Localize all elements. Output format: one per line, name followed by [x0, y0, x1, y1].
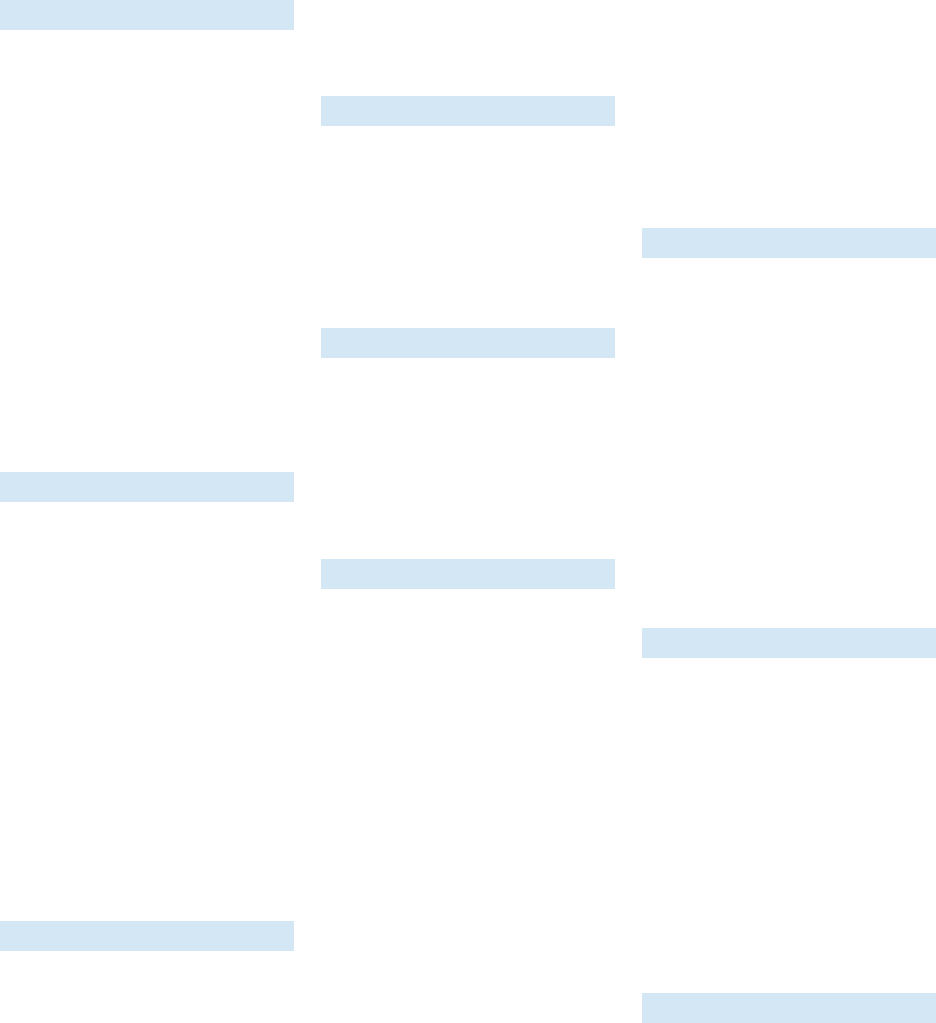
placeholder-bar	[642, 628, 936, 658]
column-3	[642, 0, 936, 1023]
placeholder-bar	[0, 0, 294, 30]
placeholder-bar	[0, 921, 294, 951]
column-2	[321, 0, 615, 1023]
placeholder-bar	[321, 328, 615, 358]
column-1	[0, 0, 294, 1023]
placeholder-bar	[642, 993, 936, 1023]
placeholder-bar	[0, 472, 294, 502]
placeholder-bar	[321, 559, 615, 589]
placeholder-bar	[642, 228, 936, 258]
placeholder-bar	[321, 96, 615, 126]
